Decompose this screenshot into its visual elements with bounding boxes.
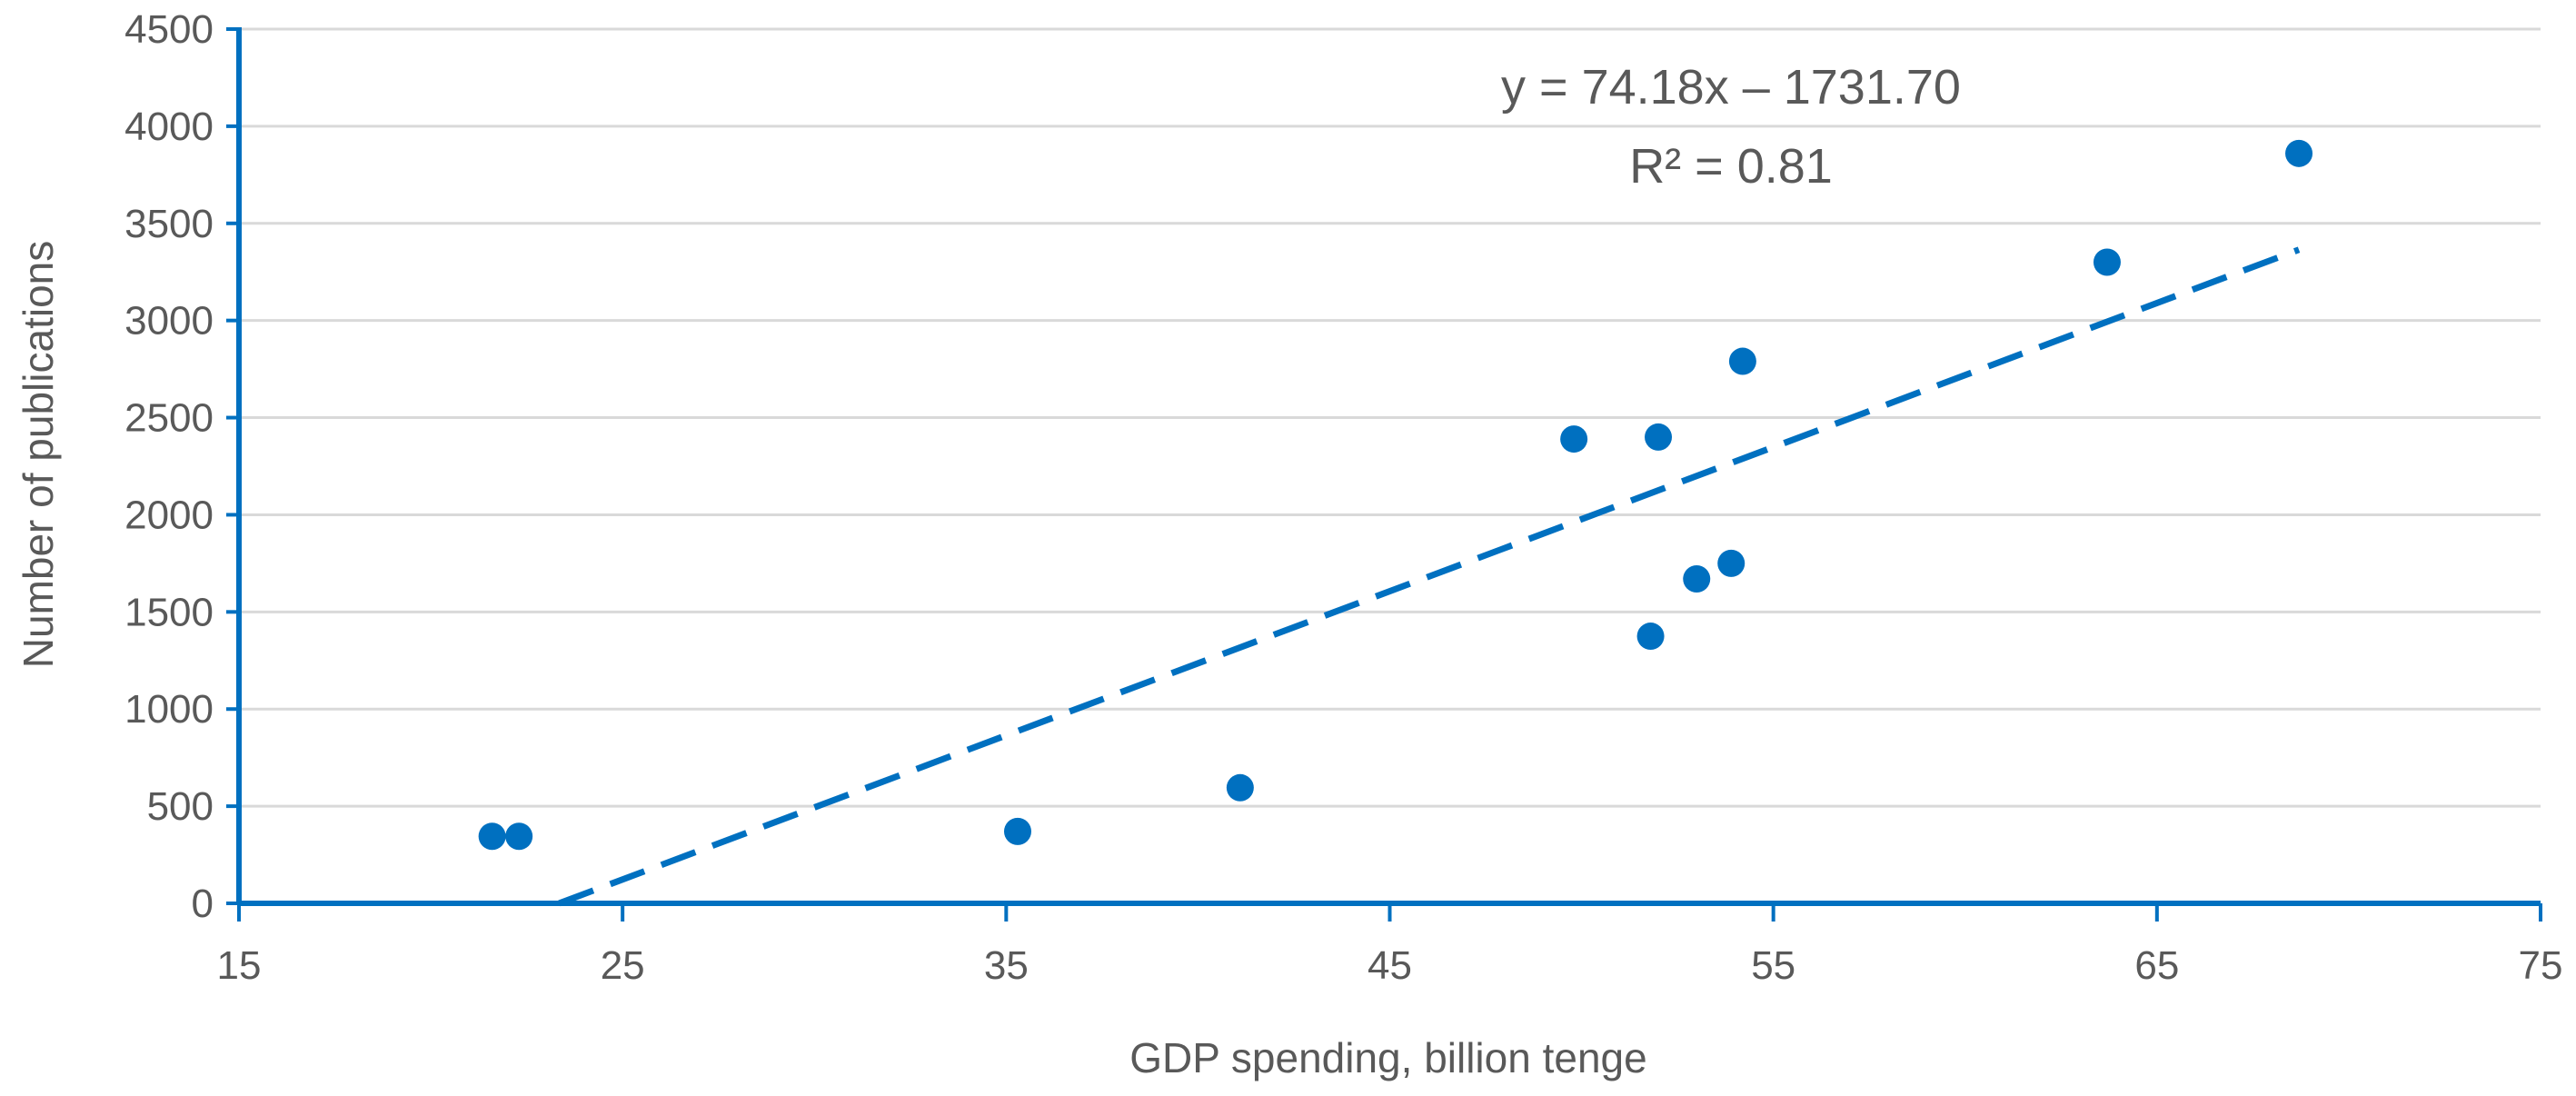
x-tick-label: 45 [1368,943,1412,988]
y-tick-label: 2500 [124,396,214,441]
data-point [1226,773,1254,802]
x-tick-label: 55 [1751,943,1795,988]
y-tick-label: 1500 [124,590,214,634]
trendline-group [558,246,2301,907]
trendline-equation: y = 74.18x – 1731.70 [1501,60,1961,115]
data-point [1645,423,1673,451]
data-point [478,822,506,851]
y-tick-label: 500 [147,784,214,829]
data-point [1728,347,1756,375]
gridlines [239,27,2541,808]
data-point [1560,425,1588,453]
y-tick-label: 0 [192,882,214,926]
y-axis-ticks: 0 500 1000 1500 2000 2500 3000 3500 4000 4500 [124,7,239,926]
x-axis-title: GDP spending, billion tenge [1129,1034,1646,1081]
x-tick-label: 75 [2519,943,2563,988]
data-point [505,822,533,851]
y-tick-label: 3000 [124,299,214,344]
data-point [1717,549,1746,577]
y-tick-label: 3500 [124,202,214,246]
x-tick-label: 15 [217,943,262,988]
x-tick-label: 65 [2134,943,2179,988]
trendline-r-squared: R² = 0.81 [1629,139,1833,194]
trendline [558,246,2301,907]
y-tick-label: 1000 [124,687,214,732]
data-point [1003,817,1031,845]
x-tick-label: 35 [984,943,1029,988]
data-points [478,139,2313,851]
y-tick-label: 2000 [124,493,214,537]
y-axis-title: Number of publications [15,241,62,668]
data-point [2285,139,2313,167]
x-tick-label: 25 [601,943,645,988]
x-axis-ticks: 15 25 35 45 55 65 75 [217,903,2563,988]
data-point [1683,564,1711,593]
y-tick-label: 4500 [124,7,214,52]
data-point [2093,248,2121,276]
y-tick-label: 4000 [124,105,214,149]
data-point [1636,623,1665,651]
